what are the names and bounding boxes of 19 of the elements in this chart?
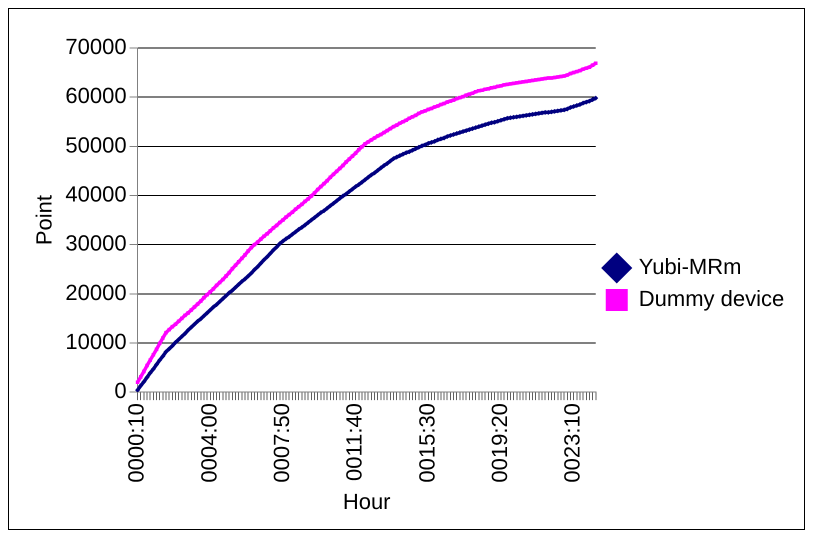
y-axis-title: Point <box>31 194 56 246</box>
y-tick-label: 70000 <box>65 34 127 60</box>
y-tick-label: 30000 <box>65 230 127 256</box>
legend-label: Yubi-MRm <box>638 254 742 280</box>
y-tick-label: 40000 <box>65 182 127 207</box>
legend-label: Dummy device <box>638 286 784 312</box>
x-tick-label: 0004:00 <box>196 403 222 483</box>
y-tick-label: 60000 <box>65 83 127 108</box>
y-tick-label: 0 <box>114 378 127 404</box>
y-tick-label: 10000 <box>65 328 127 354</box>
x-tick-label: 0000:10 <box>124 403 149 483</box>
y-tick-label: 20000 <box>65 280 127 305</box>
x-tick-label: 0015:30 <box>414 403 440 483</box>
x-tick-label: 0023:10 <box>560 403 585 483</box>
y-tick-label: 50000 <box>65 132 127 158</box>
x-tick-label: 0007:50 <box>268 403 294 483</box>
x-axis-title: Hour <box>342 488 391 514</box>
x-tick-label: 0019:20 <box>487 403 512 483</box>
x-tick-label: 0011:40 <box>342 403 367 481</box>
